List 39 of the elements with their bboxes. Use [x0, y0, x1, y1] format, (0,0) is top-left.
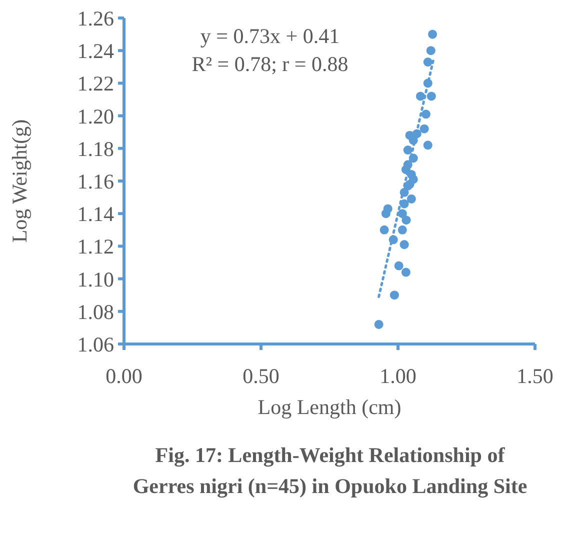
point [428, 30, 438, 39]
y-tick-label: 1.12 [77, 234, 114, 259]
x-tick-label: 1.50 [516, 364, 554, 388]
point [423, 58, 432, 67]
point [398, 225, 407, 234]
point [403, 146, 412, 155]
point [394, 261, 404, 270]
point [426, 46, 436, 56]
point [401, 268, 410, 277]
point [390, 290, 399, 300]
point [421, 110, 430, 119]
point [380, 225, 389, 234]
y-tick-label: 1.24 [77, 39, 114, 64]
point [400, 240, 409, 250]
x-axis-title: Log Length (cm) [258, 395, 402, 419]
point [423, 140, 432, 150]
annotation: R² = 0.78; r = 0.88 [190, 51, 350, 78]
y-tick-label: 1.26 [77, 6, 114, 30]
x-tick-label: 1.00 [380, 364, 416, 388]
point [406, 194, 416, 204]
y-tick-label: 1.16 [77, 169, 114, 194]
y-tick-label: 1.08 [77, 300, 114, 324]
y-tick-label: 1.20 [77, 104, 114, 128]
y-tick-label: 1.22 [77, 72, 114, 96]
point [402, 216, 411, 225]
y-tick-label: 1.06 [77, 332, 114, 356]
point [374, 320, 384, 329]
text: Fig. 17: Length-Weight Relationship of Gerres nigri (n=45) in Opuoko Landing Site [132, 442, 528, 500]
point [416, 92, 425, 101]
y-tick-label: 1.10 [77, 267, 114, 292]
point [420, 124, 429, 134]
y-axis-title: Log Weight(g) [7, 119, 32, 243]
point [383, 204, 392, 214]
x-tick-label: 0.00 [106, 364, 142, 388]
x-tick-label: 0.50 [242, 364, 280, 388]
annotation: y = 0.73x + 0.41 [199, 23, 341, 50]
y-tick-label: 1.18 [77, 136, 114, 161]
y-tick-label: 1.14 [77, 202, 114, 226]
point [426, 92, 436, 101]
